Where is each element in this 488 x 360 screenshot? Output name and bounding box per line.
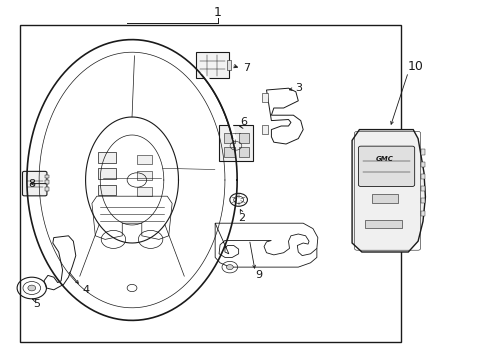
Text: 4: 4 (82, 285, 89, 295)
Text: 10: 10 (407, 60, 423, 73)
Circle shape (226, 265, 233, 270)
Bar (420, 198, 425, 203)
Bar (224, 147, 234, 157)
Bar (45, 175, 49, 178)
Bar (227, 60, 231, 70)
Text: 5: 5 (33, 299, 40, 309)
Text: 1: 1 (213, 6, 221, 19)
Bar (420, 211, 425, 216)
Text: 2: 2 (238, 213, 245, 223)
Bar (45, 180, 49, 184)
Bar (261, 93, 268, 102)
Text: 7: 7 (243, 63, 250, 73)
FancyBboxPatch shape (195, 52, 228, 78)
Bar (137, 155, 151, 164)
Bar (261, 125, 268, 134)
Text: GMC: GMC (375, 156, 393, 162)
Bar (98, 152, 116, 163)
Bar (371, 194, 397, 203)
Text: 8: 8 (28, 179, 35, 189)
Bar (45, 187, 49, 191)
FancyBboxPatch shape (358, 146, 414, 186)
Bar (98, 185, 116, 195)
Text: 9: 9 (255, 270, 262, 280)
Circle shape (28, 285, 36, 291)
Bar (238, 147, 249, 157)
Bar (224, 133, 234, 143)
Bar (420, 162, 425, 167)
Text: 3: 3 (294, 83, 301, 93)
Bar (238, 133, 249, 143)
Bar (420, 149, 425, 154)
Bar (365, 220, 401, 228)
Bar (20, 25, 400, 342)
Bar (420, 186, 425, 191)
FancyBboxPatch shape (218, 125, 253, 161)
Bar (98, 168, 116, 179)
FancyBboxPatch shape (22, 171, 47, 196)
Polygon shape (351, 130, 425, 252)
Bar (137, 187, 151, 196)
Bar (420, 174, 425, 179)
Text: 6: 6 (240, 117, 246, 127)
Bar (137, 171, 151, 180)
